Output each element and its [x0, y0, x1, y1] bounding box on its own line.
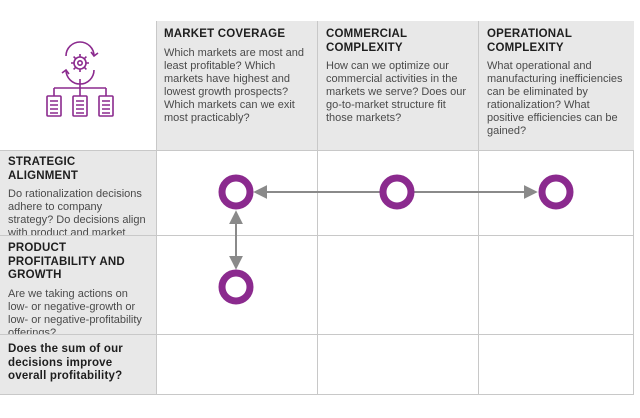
row-header-overall-profitability: Does the sum of our decisions improve ov… — [0, 335, 156, 394]
column-title: MARKET COVERAGE — [164, 28, 286, 40]
node-circle-commercial-strategic — [379, 174, 415, 210]
column-title: OPERATIONAL COMPLEXITY — [487, 28, 572, 54]
grid-line — [633, 151, 634, 395]
column-header-operational-complexity: OPERATIONAL COMPLEXITY What operational … — [479, 21, 634, 150]
node-circle-operational-strategic — [538, 174, 574, 210]
column-description: How can we optimize our commercial activ… — [326, 60, 466, 124]
column-title: COMMERCIAL COMPLEXITY — [326, 28, 408, 54]
row-title: STRATEGIC ALIGNMENT — [8, 156, 79, 182]
column-header-commercial-complexity: COMMERCIAL COMPLEXITY How can we optimiz… — [318, 21, 478, 150]
grid-line — [478, 21, 479, 395]
grid-line — [317, 21, 318, 395]
row-header-product-profitability: PRODUCT PROFITABILITY AND GROWTH Are we … — [0, 236, 156, 339]
gear-hierarchy-icon — [46, 41, 114, 117]
row-title: Does the sum of our decisions improve ov… — [8, 343, 123, 382]
node-circle-market-strategic — [218, 174, 254, 210]
grid-line — [156, 21, 157, 395]
node-circle-market-profitability — [218, 269, 254, 305]
row-title: PRODUCT PROFITABILITY AND GROWTH — [8, 242, 125, 281]
column-description: What operational and manufacturing ineff… — [487, 60, 623, 137]
column-description: Which markets are most and least profita… — [164, 46, 304, 124]
column-header-market-coverage: MARKET COVERAGE Which markets are most a… — [156, 21, 317, 150]
